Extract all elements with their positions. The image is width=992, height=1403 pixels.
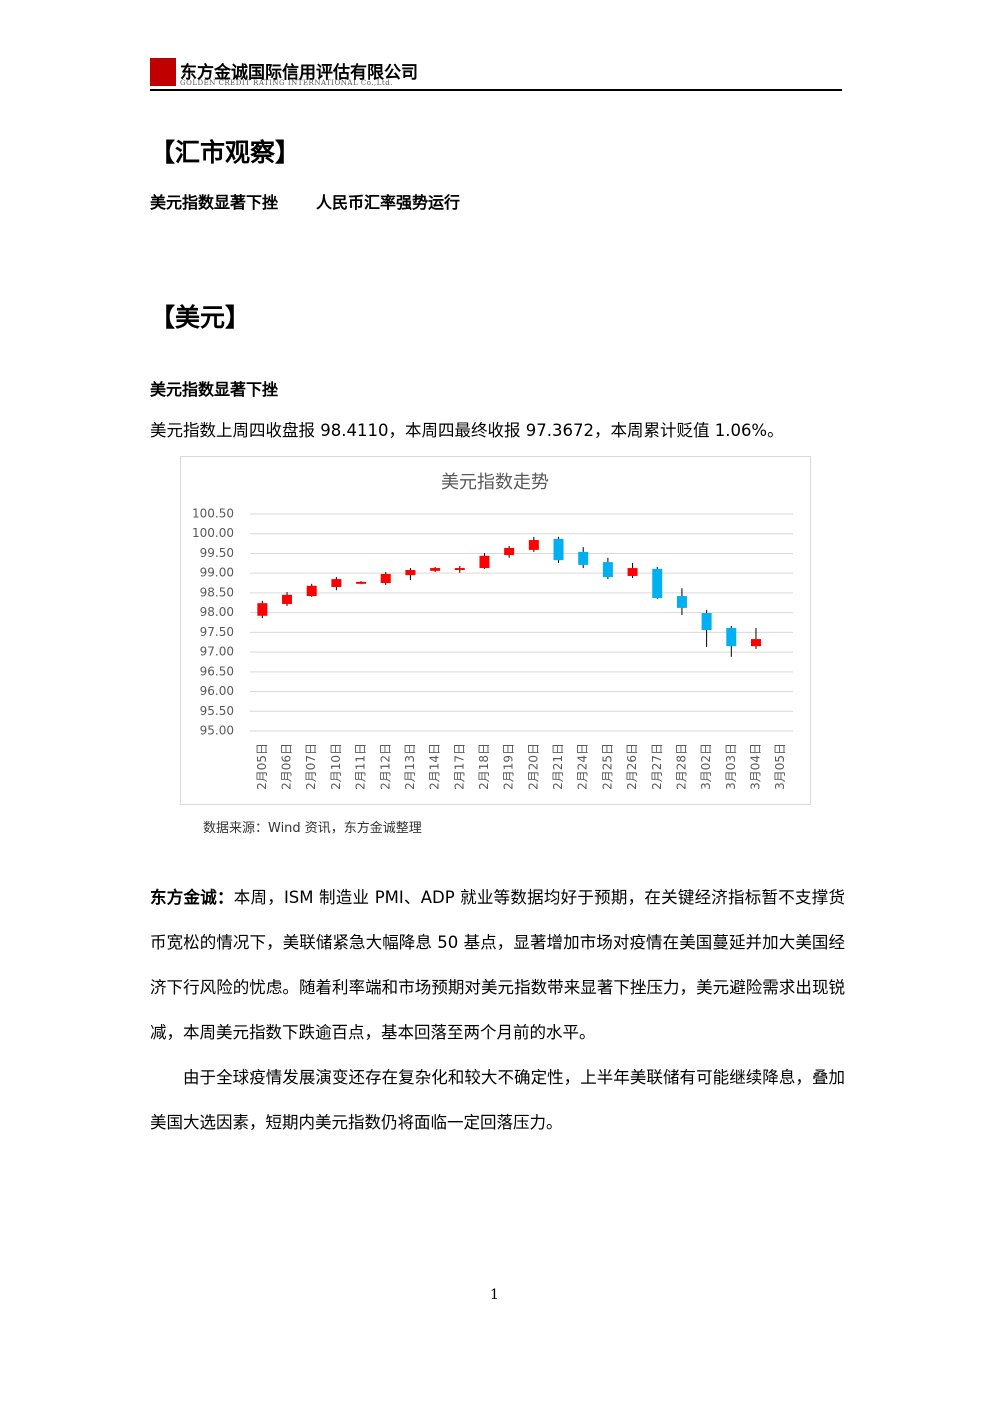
source: 数据来源：Wind 资讯，东方金诚整理 <box>203 821 422 836</box>
candle-body <box>454 568 465 571</box>
y-tick-label: 97.00 <box>200 645 234 659</box>
candle-body <box>380 573 391 584</box>
x-tick-label: 2月21日 <box>551 743 565 790</box>
candle-body <box>356 581 367 584</box>
section-title: 【汇市观察】 <box>150 138 301 167</box>
subtitle: 人民币汇率强势运行 <box>316 193 461 212</box>
candle-body <box>405 570 416 576</box>
x-tick-label: 2月25日 <box>600 743 614 790</box>
y-tick-label: 97.50 <box>200 625 234 639</box>
logo <box>150 58 176 86</box>
candle-body <box>479 555 490 569</box>
chart-frame <box>180 456 811 805</box>
x-tick-label: 2月11日 <box>354 743 368 790</box>
y-tick-label: 99.00 <box>200 566 234 580</box>
candle-body <box>306 585 317 597</box>
y-tick-label: 100.00 <box>192 526 234 540</box>
header-rule <box>150 89 842 91</box>
candle-body <box>578 551 589 565</box>
x-tick-label: 2月05日 <box>255 743 269 790</box>
x-tick-label: 2月19日 <box>502 743 516 790</box>
page-number: 1 <box>490 1287 499 1303</box>
subtitle: 美元指数显著下挫 <box>150 193 279 212</box>
company-name: 东方金诚国际信用评估有限公司 <box>180 63 418 83</box>
x-tick-label: 2月27日 <box>650 743 664 790</box>
paragraph: 由于全球疫情发展演变还存在复杂化和较大不确定性，上半年美联储有可能继续降息，叠加… <box>150 1068 845 1132</box>
x-tick-label: 2月12日 <box>378 743 392 790</box>
candle-body <box>627 568 638 576</box>
y-tick-label: 96.50 <box>200 664 234 678</box>
x-tick-label: 2月20日 <box>526 743 540 790</box>
chart-title: 美元指数走势 <box>441 472 549 493</box>
x-tick-label: 2月13日 <box>403 743 417 790</box>
candle-body <box>282 594 293 604</box>
candle-body <box>553 538 564 561</box>
candle-body <box>331 579 342 587</box>
summary: 美元指数上周四收盘报 98.4110，本周四最终收报 97.3672，本周累计贬… <box>150 421 784 440</box>
heading: 美元指数显著下挫 <box>150 380 279 399</box>
analysis-text: 本周，ISM 制造业 PMI、ADP 就业等数据均好于预期，在关键经济指标暂不支… <box>150 888 846 1042</box>
x-tick-label: 2月18日 <box>477 743 491 790</box>
x-tick-label: 2月26日 <box>625 743 639 790</box>
y-tick-label: 100.50 <box>192 507 234 521</box>
candle-body <box>726 628 737 647</box>
candle-body <box>602 562 613 578</box>
x-tick-label: 2月06日 <box>280 743 294 790</box>
candle-body <box>257 603 268 616</box>
candle-body <box>750 639 761 647</box>
candle-body <box>504 547 515 556</box>
x-tick-label: 3月05日 <box>773 743 787 790</box>
x-tick-label: 2月24日 <box>576 743 590 790</box>
x-tick-label: 2月28日 <box>674 743 688 790</box>
y-tick-label: 98.50 <box>200 585 234 599</box>
chart: 美元指数走势 95.00 95.50 96.00 96.50 97.00 97.50 98.… <box>180 456 811 805</box>
analysis-label: 东方金诚： <box>150 888 234 907</box>
analysis: 东方金诚：本周，ISM 制造业 PMI、ADP 就业等数据均好于预期，在关键经济… <box>150 875 845 1055</box>
x-tick-label: 3月04日 <box>748 743 762 790</box>
y-tick-label: 99.50 <box>200 546 234 560</box>
candle-body <box>430 568 441 571</box>
x-tick-label: 3月02日 <box>699 743 713 790</box>
x-tick-label: 2月10日 <box>329 743 343 790</box>
y-tick-label: 98.00 <box>200 605 234 619</box>
candle-body <box>701 613 712 630</box>
candle-body <box>652 568 663 599</box>
candle-body <box>676 596 687 608</box>
company-name-en: GOLDEN CREDIT RATING INTERNATIONAL Co.,L… <box>180 79 393 87</box>
candle-body <box>528 540 539 550</box>
y-tick-label: 95.00 <box>200 724 234 738</box>
section-title: 【美元】 <box>150 303 251 332</box>
y-tick-label: 95.50 <box>200 704 234 718</box>
x-tick-label: 2月07日 <box>304 743 318 790</box>
x-tick-label: 3月03日 <box>724 743 738 790</box>
y-tick-label: 96.00 <box>200 684 234 698</box>
x-tick-label: 2月14日 <box>428 743 442 790</box>
x-tick-label: 2月17日 <box>452 743 466 790</box>
